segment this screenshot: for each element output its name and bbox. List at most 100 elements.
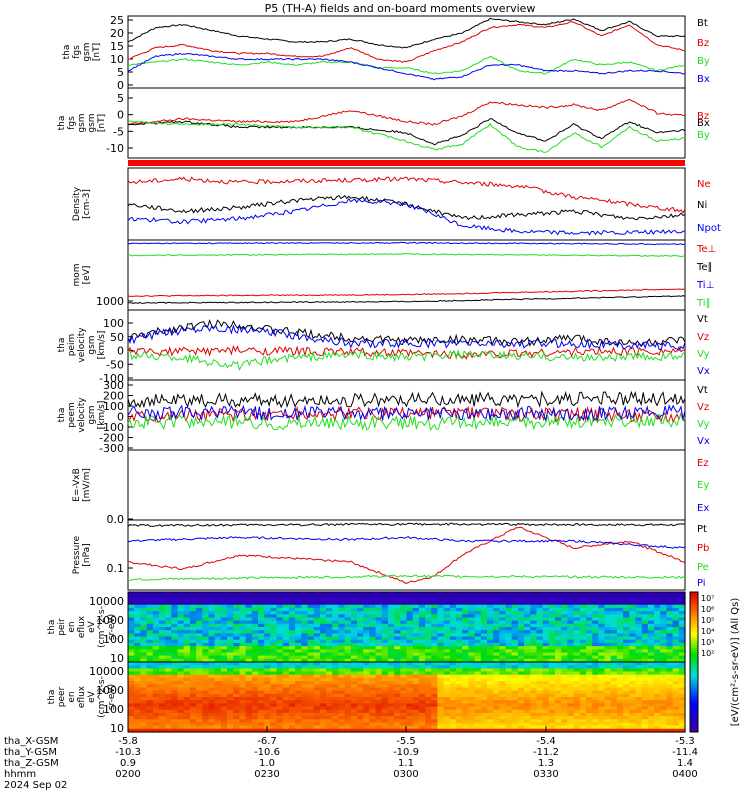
- spectrogram-cell: [561, 592, 568, 596]
- colorbar-cell: [690, 676, 698, 679]
- spectrogram-cell: [573, 633, 581, 638]
- spectrogram-cell: [517, 668, 525, 673]
- spectrogram-cell: [171, 684, 179, 689]
- spectrogram-cell: [227, 706, 234, 711]
- spectrogram-cell: [548, 630, 556, 634]
- spectrogram-cell: [425, 617, 432, 622]
- spectrogram-cell: [499, 709, 507, 714]
- spectrogram-cell: [524, 614, 531, 619]
- spectrogram-cell: [573, 693, 581, 698]
- spectrogram-cell: [487, 725, 494, 730]
- spectrogram-cell: [177, 687, 185, 692]
- spectrogram-cell: [437, 693, 445, 698]
- spectrogram-cell: [158, 604, 166, 609]
- spectrogram-cell: [499, 614, 507, 619]
- spectrogram-cell: [567, 703, 575, 708]
- spectrogram-cell: [301, 636, 309, 641]
- spectrogram-cell: [134, 620, 141, 625]
- spectrogram-cell: [177, 712, 185, 717]
- spectrogram-cell: [517, 620, 525, 625]
- spectrogram-cell: [387, 639, 395, 644]
- spectrogram-cell: [350, 592, 358, 596]
- spectrogram-cell: [233, 681, 240, 685]
- spectrogram-cell: [245, 674, 253, 679]
- spectrogram-cell: [610, 722, 618, 727]
- spectrogram-cell: [146, 646, 154, 650]
- spectrogram-cell: [251, 598, 259, 603]
- spectrogram-cell: [326, 697, 333, 701]
- ytick-fgs-gsm-mag-5: 25: [110, 14, 124, 27]
- spectrogram-cell: [301, 639, 309, 644]
- spectrogram-cell: [579, 681, 587, 685]
- spectrogram-cell: [301, 681, 309, 685]
- spectrogram-cell: [456, 668, 463, 673]
- spectrogram-cell: [443, 687, 451, 692]
- spectrogram-cell: [202, 662, 210, 666]
- spectrogram-cell: [555, 639, 562, 644]
- spectrogram-cell: [505, 598, 513, 603]
- spectrogram-cell: [350, 611, 358, 615]
- spectrogram-cell: [592, 684, 599, 689]
- spectrogram-cell: [171, 690, 179, 695]
- spectrogram-cell: [412, 671, 420, 676]
- spectrogram-cell: [431, 630, 439, 634]
- spectrogram-cell: [326, 630, 333, 634]
- spectrogram-cell: [357, 690, 364, 695]
- spectrogram-cell: [616, 690, 624, 695]
- spectrogram-cell: [598, 633, 606, 638]
- spectrogram-cell: [196, 725, 203, 730]
- spectrogram-cell: [363, 642, 370, 647]
- spectrogram-cell: [567, 706, 575, 711]
- spectrogram-cell: [245, 658, 253, 663]
- spectrogram-cell: [183, 687, 191, 692]
- spectrogram-cell: [288, 620, 296, 625]
- spectrogram-cell: [536, 604, 544, 609]
- spectrogram-cell: [177, 592, 185, 596]
- spectrogram-cell: [474, 614, 482, 619]
- spectrogram-cell: [567, 620, 575, 625]
- spectrogram-cell: [326, 639, 333, 644]
- spectrogram-cell: [530, 716, 538, 720]
- spectrogram-cell: [530, 652, 538, 657]
- spectrogram-cell: [524, 712, 531, 717]
- spectrogram-cell: [462, 604, 469, 609]
- ytick-peem-velocity-4: 100: [103, 400, 124, 413]
- spectrogram-cell: [524, 604, 531, 609]
- xaxis-value-1-3: -11.2: [533, 747, 559, 758]
- spectrogram-cell: [579, 623, 587, 628]
- spectrogram-cell: [425, 693, 432, 698]
- panel-frame-efield: [127, 449, 686, 521]
- spectrogram-cell: [586, 623, 593, 628]
- spectrogram-cell: [666, 620, 674, 625]
- spectrogram-cell: [623, 620, 630, 625]
- spectrogram-cell: [567, 671, 575, 676]
- spectrogram-cell: [134, 627, 141, 631]
- legend-efield-1: Ey: [697, 480, 709, 491]
- spectrogram-cell: [270, 658, 278, 663]
- spectrogram-cell: [524, 700, 531, 704]
- spectrogram-cell: [295, 725, 302, 730]
- spectrogram-cell: [474, 728, 482, 733]
- spectrogram-cell: [499, 595, 507, 599]
- spectrogram-cell: [183, 722, 191, 727]
- spectrogram-cell: [381, 636, 389, 641]
- spectrogram-cell: [400, 719, 408, 724]
- spectrogram-cell: [270, 693, 278, 698]
- spectrogram-cell: [326, 728, 333, 733]
- spectrogram-cell: [319, 690, 327, 695]
- spectrogram-cell: [579, 665, 587, 669]
- spectrogram-cell: [647, 665, 655, 669]
- spectrogram-cell: [443, 611, 451, 615]
- spectrogram-cell: [487, 728, 494, 733]
- spectrogram-cell: [660, 652, 667, 657]
- spectrogram-cell: [456, 677, 463, 682]
- spectrogram-cell: [282, 598, 290, 603]
- spectrogram-cell: [319, 639, 327, 644]
- spectrogram-cell: [251, 693, 259, 698]
- spectrogram-cell: [567, 646, 575, 650]
- spectrogram-cell: [586, 614, 593, 619]
- spectrogram-cell: [319, 604, 327, 609]
- spectrogram-cell: [307, 706, 315, 711]
- spectrogram-cell: [357, 601, 364, 606]
- spectrogram-cell: [666, 607, 674, 612]
